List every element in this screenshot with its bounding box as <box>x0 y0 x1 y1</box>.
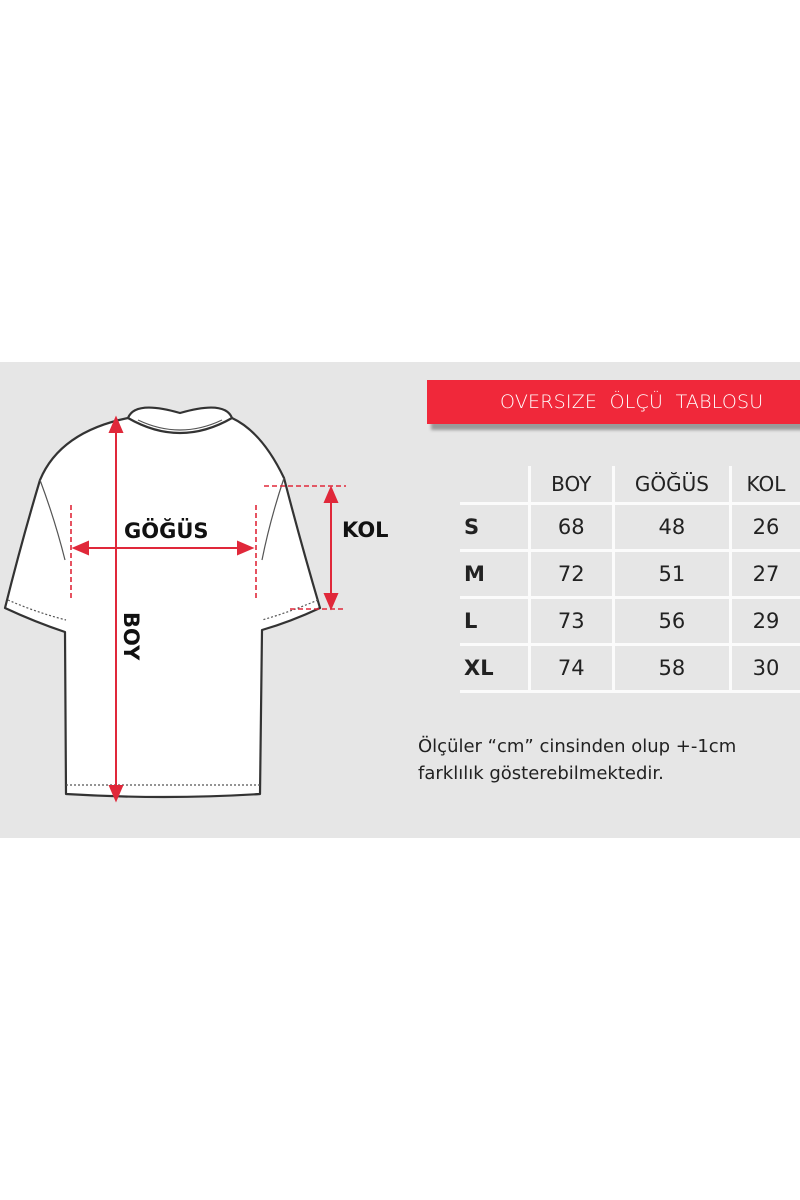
boy-cell: 74 <box>527 643 614 693</box>
length-label: BOY <box>119 612 143 661</box>
boy-cell: 73 <box>527 596 614 645</box>
note-line-1: Ölçüler “cm” cinsinden olup +-1cm <box>418 736 737 757</box>
tshirt-outline <box>3 413 322 799</box>
size-cell: L <box>460 596 530 645</box>
gogus-cell: 56 <box>611 596 731 645</box>
kol-cell: 30 <box>728 643 800 693</box>
boy-cell: 72 <box>527 549 614 598</box>
size-cell: S <box>460 502 530 551</box>
size-cell: M <box>460 549 530 598</box>
header-cell: BOY <box>527 466 614 504</box>
boy-cell: 68 <box>527 502 614 551</box>
size-chart-banner: OVERSIZE ÖLÇÜ TABLOSU <box>427 380 800 424</box>
table-header-row: BOY GÖĞÜS KOL <box>460 466 800 504</box>
sleeve-label: KOL <box>342 518 389 542</box>
note-line-2: farklılık gösterebilmektedir. <box>418 763 664 784</box>
gogus-cell: 51 <box>611 549 731 598</box>
header-cell <box>460 466 529 504</box>
kol-cell: 26 <box>728 502 800 551</box>
table-row: XL 74 58 30 <box>460 643 800 693</box>
size-table: BOY GÖĞÜS KOL S 68 48 26 M 72 51 27 L 73… <box>460 466 800 693</box>
table-row: M 72 51 27 <box>460 549 800 598</box>
banner-title: OVERSIZE ÖLÇÜ TABLOSU <box>500 391 764 413</box>
table-row: L 73 56 29 <box>460 596 800 645</box>
gogus-cell: 48 <box>611 502 731 551</box>
header-cell: KOL <box>728 466 800 504</box>
measurement-note: Ölçüler “cm” cinsinden olup +-1cm farklı… <box>418 733 736 787</box>
table-row: S 68 48 26 <box>460 502 800 551</box>
chest-label: GÖĞÜS <box>124 519 209 543</box>
kol-cell: 29 <box>728 596 800 645</box>
gogus-cell: 58 <box>611 643 731 693</box>
header-cell: GÖĞÜS <box>611 466 731 504</box>
size-cell: XL <box>460 643 530 693</box>
kol-cell: 27 <box>728 549 800 598</box>
